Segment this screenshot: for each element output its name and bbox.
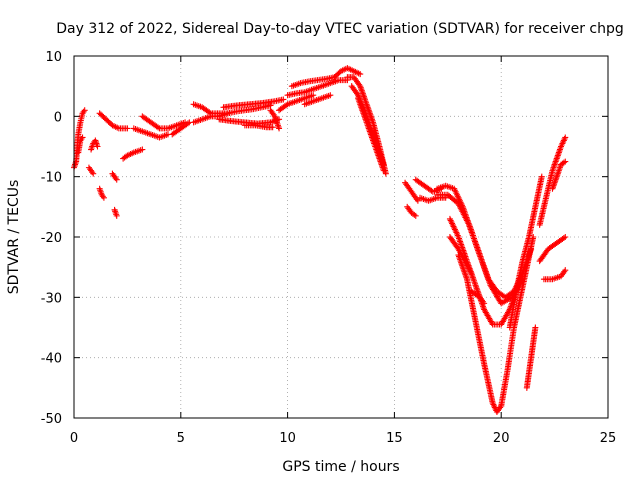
x-tick-label: 10: [279, 431, 296, 446]
data-point: [113, 176, 120, 183]
y-tick-label: 0: [54, 110, 62, 125]
data-point: [562, 158, 569, 165]
data-point: [382, 170, 389, 177]
series-arc-26: [355, 95, 387, 174]
data-point: [532, 324, 539, 331]
series-arc-34: [446, 234, 475, 277]
data-point: [538, 173, 545, 180]
series-arc-20: [284, 77, 351, 99]
data-point: [560, 235, 567, 242]
series-arc-32: [434, 191, 526, 307]
series-arc-40: [536, 134, 569, 228]
data-point: [280, 96, 287, 103]
data-point: [139, 146, 146, 153]
data-point: [562, 234, 569, 240]
series-arc-18: [267, 107, 283, 132]
series-arc-41: [536, 234, 569, 265]
series-arc-42: [540, 267, 569, 283]
series-arc-7: [111, 206, 120, 219]
series-arc-22: [301, 92, 334, 108]
x-axis-label: GPS time / hours: [282, 459, 399, 475]
data-point: [283, 102, 290, 109]
data-point: [414, 197, 421, 204]
chart-title: Day 312 of 2022, Sidereal Day-to-day VTE…: [56, 21, 624, 37]
data-point: [357, 71, 364, 78]
data-point: [468, 270, 475, 277]
data-point: [81, 107, 88, 114]
series-arc-6: [109, 170, 120, 183]
data-point: [90, 170, 97, 177]
data-point: [122, 153, 129, 160]
series-arc-19: [276, 92, 317, 114]
series-arc-43: [549, 158, 569, 192]
series-arc-5: [96, 185, 107, 201]
series-arc-2: [75, 134, 86, 156]
series-arc-38: [506, 173, 545, 331]
x-tick-label: 25: [600, 431, 617, 446]
x-tick-label: 20: [493, 431, 510, 446]
y-axis-label: SDTVAR / TECUs: [6, 180, 22, 295]
data-point: [184, 120, 191, 127]
data-point: [94, 143, 101, 150]
data-point: [155, 124, 162, 131]
y-tick-label: 10: [45, 50, 62, 65]
data-point: [411, 211, 418, 218]
series-arc-16: [220, 96, 287, 111]
series-arc-4: [85, 164, 97, 177]
data-point: [380, 167, 387, 174]
y-tick-label: -20: [41, 231, 62, 246]
y-tick-label: -30: [41, 291, 62, 306]
series-arc-9: [120, 146, 146, 162]
series-arc-12: [169, 119, 193, 138]
series-arc-3: [88, 137, 101, 153]
x-tick-label: 0: [70, 431, 78, 446]
y-tick-label: -40: [41, 352, 62, 367]
data-point: [124, 125, 131, 132]
series-arc-8: [96, 110, 131, 132]
series-arc-23: [331, 65, 364, 81]
series-arc-39: [523, 324, 539, 391]
data-point: [113, 212, 120, 219]
series-arc-10: [130, 125, 171, 141]
series-arc-36: [468, 288, 488, 307]
series-arc-29: [412, 176, 445, 195]
data-point: [560, 159, 567, 166]
data-point: [269, 124, 276, 131]
data-point: [100, 194, 107, 201]
data-point: [327, 92, 334, 99]
data-point: [562, 267, 569, 274]
data-point: [481, 300, 488, 307]
series-arc-30: [417, 194, 449, 204]
y-tick-label: -10: [41, 171, 62, 186]
data-point: [276, 125, 283, 132]
series-arc-35: [455, 252, 505, 415]
data-point: [79, 134, 86, 141]
data-point: [80, 108, 87, 115]
data-point: [412, 212, 419, 219]
data-point: [310, 92, 317, 99]
plot-frame: [73, 55, 609, 419]
x-tick-label: 15: [386, 431, 403, 446]
data-point: [562, 134, 569, 141]
series-arc-14: [190, 102, 274, 126]
x-tick-label: 5: [177, 431, 185, 446]
data-points: [71, 65, 569, 415]
series-arc-17: [241, 122, 276, 131]
series-arc-28: [404, 203, 419, 219]
y-tick-label: -50: [41, 412, 62, 427]
